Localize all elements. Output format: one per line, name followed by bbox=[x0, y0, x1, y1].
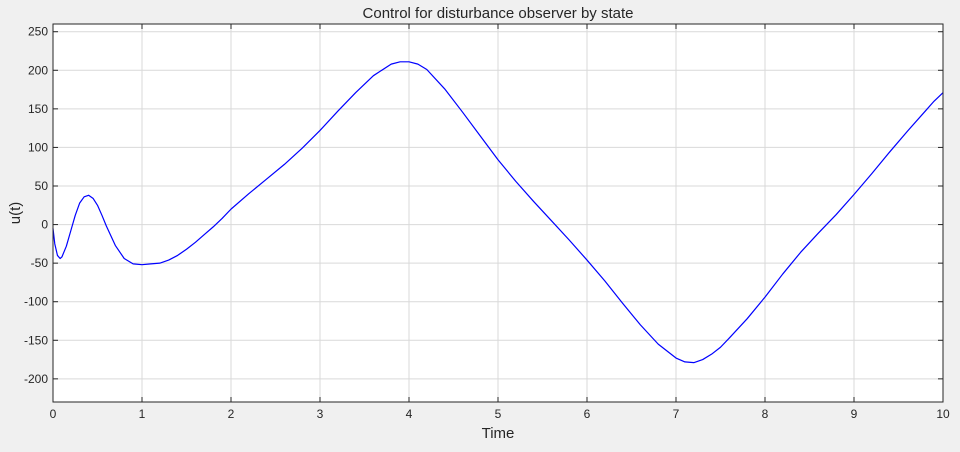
x-tick-label: 8 bbox=[762, 407, 769, 421]
y-tick-label: 0 bbox=[41, 218, 48, 232]
y-tick-label: 200 bbox=[28, 63, 48, 77]
grid bbox=[52, 24, 944, 402]
y-tick-label: 150 bbox=[28, 102, 48, 116]
y-tick-label: -150 bbox=[24, 333, 48, 347]
x-tick-label: 3 bbox=[317, 407, 324, 421]
x-tick-label: 7 bbox=[673, 407, 680, 421]
x-tick-label: 6 bbox=[584, 407, 591, 421]
y-tick-label: -50 bbox=[31, 256, 49, 270]
x-tick-label: 9 bbox=[851, 407, 858, 421]
series-layer bbox=[52, 61, 944, 364]
x-tick-label: 10 bbox=[936, 407, 950, 421]
x-tick-label: 5 bbox=[495, 407, 502, 421]
chart-title: Control for disturbance observer by stat… bbox=[363, 5, 634, 22]
y-tick-label: 250 bbox=[28, 25, 48, 39]
x-tick-label: 1 bbox=[139, 407, 146, 421]
y-tick-label: -100 bbox=[24, 295, 48, 309]
x-axis-title: Time bbox=[482, 425, 515, 442]
y-tick-label: -200 bbox=[24, 372, 48, 386]
tick-layer: 0 1 2 3 4 5 6 7 8 9 10 -200 -150 -100 -50 0 50 100 150 200 2… bbox=[24, 24, 950, 421]
x-tick-label: 0 bbox=[50, 407, 57, 421]
y-axis-title: u(t) bbox=[7, 202, 24, 225]
y-tick-label: 100 bbox=[28, 140, 48, 154]
series-line bbox=[52, 61, 944, 364]
y-tick-label: 50 bbox=[35, 179, 49, 193]
x-tick-label: 4 bbox=[406, 407, 413, 421]
x-tick-label: 2 bbox=[228, 407, 235, 421]
